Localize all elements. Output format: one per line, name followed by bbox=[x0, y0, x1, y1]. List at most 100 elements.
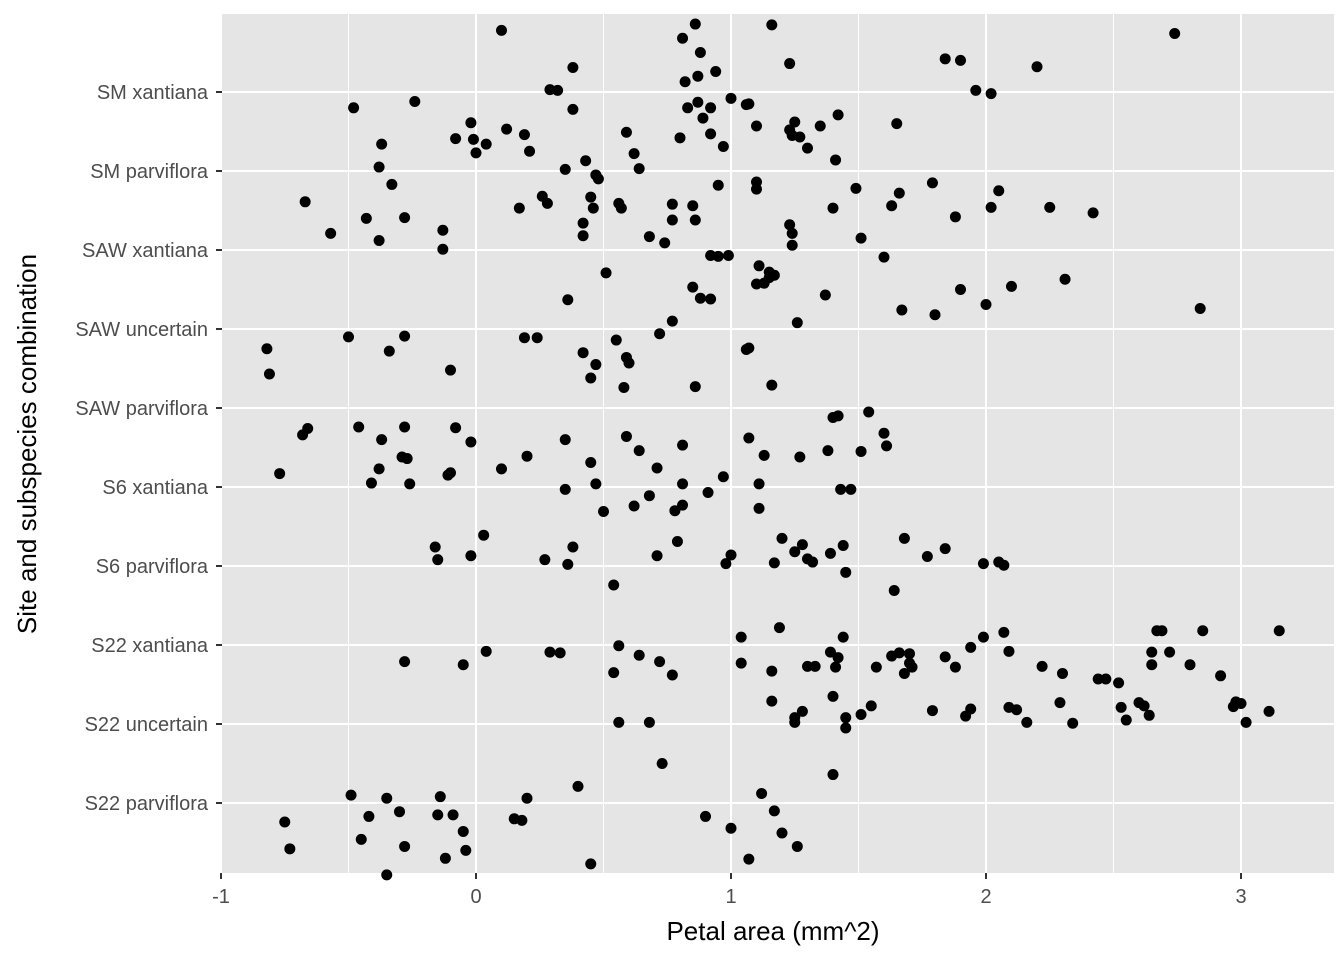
data-point bbox=[585, 457, 597, 469]
data-point bbox=[518, 332, 530, 344]
data-point bbox=[1273, 625, 1285, 637]
data-point bbox=[518, 129, 530, 141]
data-point bbox=[802, 142, 813, 154]
data-point bbox=[659, 237, 671, 249]
data-point bbox=[552, 84, 564, 96]
data-point bbox=[926, 705, 938, 717]
data-point bbox=[677, 478, 689, 490]
x-axis: -1 0 1 2 3 bbox=[212, 873, 1247, 908]
data-point bbox=[480, 138, 492, 150]
y-tick-label: S22 xantiana bbox=[91, 635, 209, 657]
data-point bbox=[689, 381, 701, 393]
data-point bbox=[794, 451, 806, 463]
data-point bbox=[608, 667, 620, 679]
data-point bbox=[437, 224, 449, 236]
data-point bbox=[679, 76, 691, 88]
data-point bbox=[827, 690, 839, 702]
data-point bbox=[1169, 28, 1181, 40]
data-point bbox=[381, 792, 393, 804]
data-point bbox=[949, 211, 961, 223]
data-point bbox=[702, 487, 714, 499]
data-point bbox=[939, 651, 951, 663]
data-point bbox=[830, 661, 842, 673]
data-point bbox=[712, 250, 724, 262]
data-point bbox=[791, 840, 803, 852]
x-tick-label: 3 bbox=[1235, 886, 1246, 908]
data-point bbox=[809, 660, 821, 672]
data-point bbox=[832, 109, 844, 121]
data-point bbox=[279, 816, 291, 828]
data-point bbox=[598, 505, 609, 517]
data-point bbox=[671, 536, 683, 548]
data-point bbox=[439, 852, 451, 864]
data-point bbox=[837, 631, 849, 643]
data-point bbox=[1120, 714, 1132, 726]
data-point bbox=[939, 543, 951, 555]
data-point bbox=[977, 558, 989, 570]
data-point bbox=[929, 309, 941, 321]
y-tick-label: SM xantiana bbox=[97, 82, 209, 104]
data-point bbox=[654, 328, 666, 340]
data-point bbox=[766, 19, 778, 31]
data-point bbox=[722, 250, 734, 262]
data-point bbox=[768, 269, 780, 281]
x-tick-label: 0 bbox=[470, 886, 481, 908]
data-point bbox=[666, 198, 678, 210]
data-point bbox=[620, 126, 632, 138]
data-point bbox=[1197, 625, 1209, 637]
data-point bbox=[756, 788, 768, 800]
x-tick-label: 2 bbox=[980, 886, 991, 908]
y-tick-label: SAW parviflora bbox=[75, 398, 209, 420]
data-point bbox=[743, 432, 755, 444]
data-point bbox=[501, 123, 513, 135]
data-point bbox=[628, 500, 640, 512]
data-point bbox=[705, 293, 717, 305]
data-point bbox=[590, 478, 602, 490]
data-point bbox=[1092, 673, 1104, 685]
data-point bbox=[674, 132, 686, 144]
data-point bbox=[613, 640, 625, 652]
data-point bbox=[965, 641, 977, 653]
data-point bbox=[1059, 273, 1071, 285]
data-point bbox=[381, 869, 393, 881]
data-point bbox=[677, 499, 689, 511]
data-point bbox=[768, 805, 780, 817]
data-point bbox=[567, 541, 579, 553]
data-point bbox=[822, 445, 834, 457]
data-point bbox=[985, 88, 997, 100]
data-point bbox=[1067, 717, 1079, 729]
data-point bbox=[360, 212, 372, 224]
data-point bbox=[580, 155, 592, 167]
data-point bbox=[863, 406, 875, 418]
data-point bbox=[467, 133, 479, 145]
data-point bbox=[585, 372, 597, 384]
data-point bbox=[689, 18, 701, 30]
data-point bbox=[585, 858, 597, 870]
data-point bbox=[893, 647, 905, 659]
x-axis-title: Petal area (mm^2) bbox=[666, 916, 879, 946]
data-point bbox=[399, 421, 411, 433]
data-point bbox=[480, 645, 492, 657]
data-point bbox=[399, 212, 411, 224]
data-point bbox=[784, 219, 796, 231]
data-point bbox=[740, 99, 752, 111]
data-point bbox=[921, 551, 933, 563]
data-point bbox=[600, 267, 612, 279]
data-point bbox=[365, 477, 377, 489]
data-point bbox=[1164, 646, 1176, 658]
data-point bbox=[585, 191, 597, 203]
data-point bbox=[796, 705, 808, 717]
data-point bbox=[898, 667, 910, 679]
data-point bbox=[881, 440, 893, 452]
data-point bbox=[577, 217, 589, 229]
data-point bbox=[692, 70, 704, 82]
data-point bbox=[516, 814, 528, 826]
data-point bbox=[620, 430, 632, 442]
data-point bbox=[898, 532, 910, 544]
data-point bbox=[541, 197, 553, 209]
data-point bbox=[373, 235, 385, 247]
data-point bbox=[893, 187, 905, 199]
data-point bbox=[784, 58, 796, 70]
data-point bbox=[429, 541, 441, 553]
